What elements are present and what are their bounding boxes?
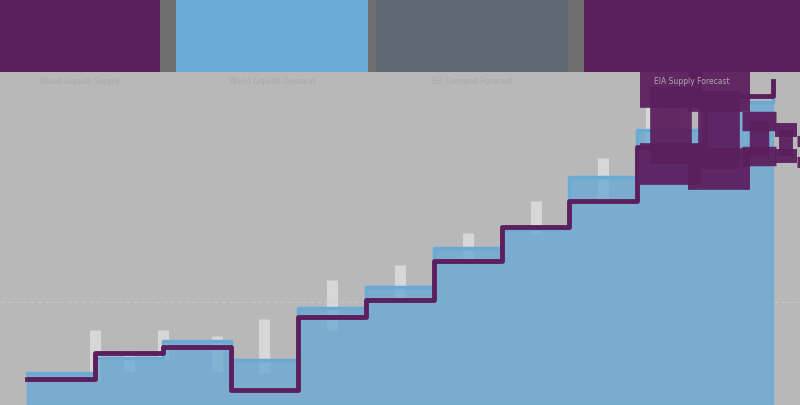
Text: IEA Demand Forecast: IEA Demand Forecast: [431, 77, 513, 86]
Text: World Liquids Supply: World Liquids Supply: [40, 77, 120, 86]
Text: EIA Supply Forecast: EIA Supply Forecast: [654, 77, 730, 86]
Text: World Liquids Demand: World Liquids Demand: [229, 77, 315, 86]
